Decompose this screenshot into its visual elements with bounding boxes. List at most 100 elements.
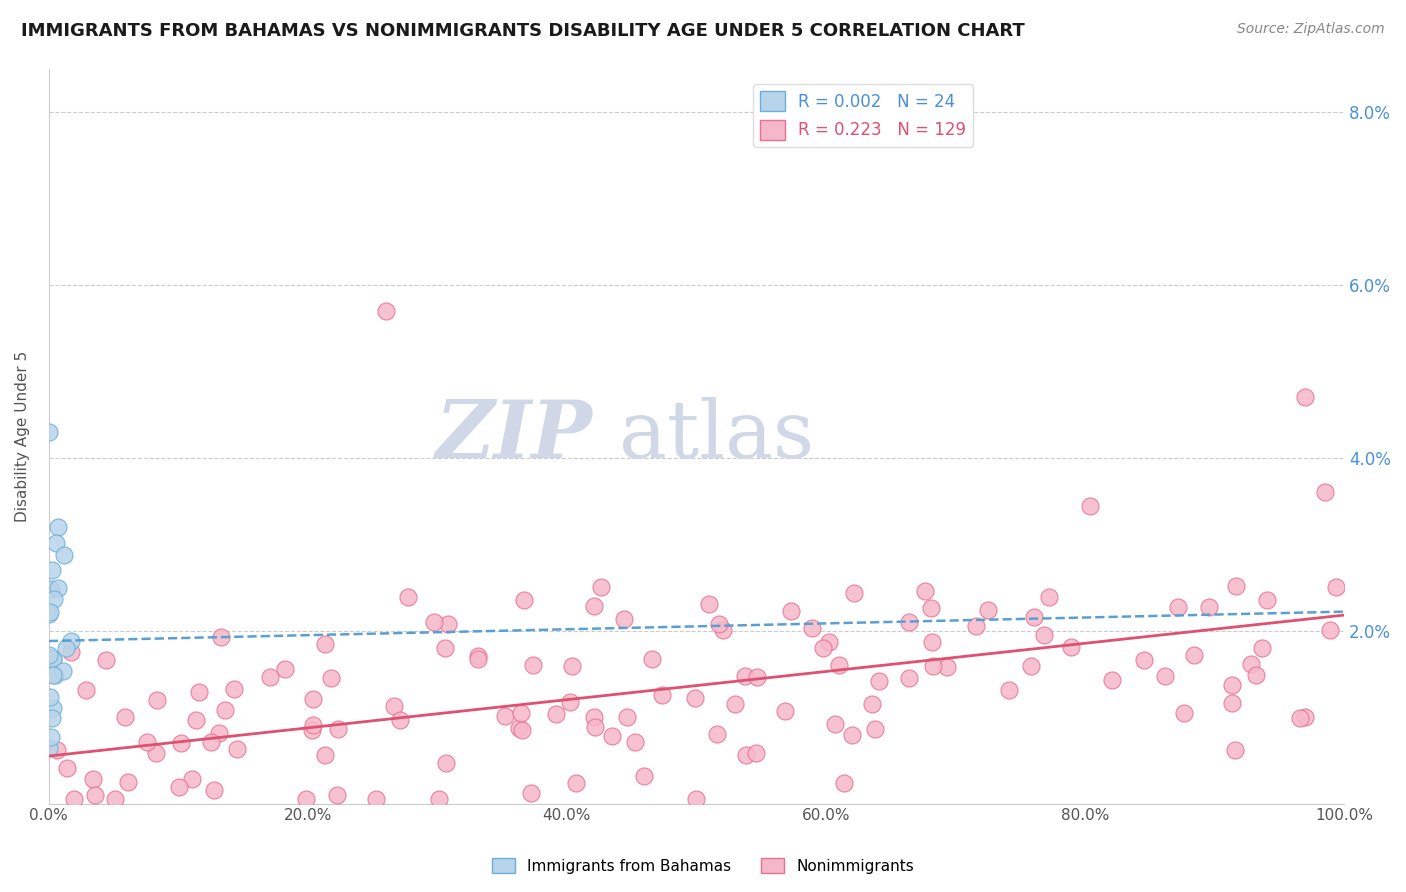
- Point: [59, 634, 82, 648]
- Point: [844, 586, 866, 600]
- Point: [295, 792, 318, 806]
- Point: [209, 631, 232, 645]
- Point: [41, 711, 63, 725]
- Point: [208, 725, 231, 739]
- Point: [1173, 706, 1195, 721]
- Point: [834, 776, 856, 790]
- Point: [382, 698, 405, 713]
- Point: [46, 582, 69, 596]
- Point: [914, 583, 936, 598]
- Point: [711, 623, 734, 637]
- Point: [773, 704, 796, 718]
- Point: [558, 695, 581, 709]
- Point: [640, 652, 662, 666]
- Point: [39, 605, 62, 619]
- Point: [1313, 485, 1336, 500]
- Point: [583, 720, 606, 734]
- Point: [467, 651, 489, 665]
- Point: [136, 735, 159, 749]
- Point: [42, 592, 65, 607]
- Point: [600, 729, 623, 743]
- Point: [145, 746, 167, 760]
- Point: [259, 670, 281, 684]
- Point: [42, 701, 65, 715]
- Point: [273, 662, 295, 676]
- Point: [1294, 710, 1316, 724]
- Point: [898, 615, 921, 630]
- Point: [39, 690, 62, 704]
- Point: [1223, 743, 1246, 757]
- Point: [997, 683, 1019, 698]
- Point: [1250, 640, 1272, 655]
- Point: [520, 786, 543, 800]
- Point: [38, 741, 60, 756]
- Point: [936, 660, 959, 674]
- Point: [436, 617, 458, 632]
- Point: [169, 736, 191, 750]
- Point: [200, 735, 222, 749]
- Point: [63, 792, 86, 806]
- Point: [1240, 657, 1263, 671]
- Point: [388, 713, 411, 727]
- Point: [510, 706, 533, 720]
- Point: [38, 425, 60, 439]
- Point: [396, 590, 419, 604]
- Point: [39, 582, 62, 597]
- Point: [56, 761, 79, 775]
- Point: [1289, 711, 1312, 725]
- Point: [1198, 600, 1220, 615]
- Point: [181, 772, 204, 787]
- Legend: Immigrants from Bahamas, Nonimmigrants: Immigrants from Bahamas, Nonimmigrants: [485, 852, 921, 880]
- Point: [869, 673, 891, 688]
- Point: [1022, 610, 1045, 624]
- Point: [301, 692, 323, 706]
- Point: [508, 722, 530, 736]
- Point: [225, 742, 247, 756]
- Legend: R = 0.002   N = 24, R = 0.223   N = 129: R = 0.002 N = 24, R = 0.223 N = 129: [754, 84, 973, 146]
- Point: [187, 684, 209, 698]
- Point: [1132, 653, 1154, 667]
- Point: [326, 789, 349, 803]
- Point: [824, 717, 846, 731]
- Point: [565, 775, 588, 789]
- Point: [321, 671, 343, 685]
- Point: [46, 520, 69, 534]
- Point: [1038, 590, 1060, 604]
- Point: [53, 549, 76, 563]
- Point: [117, 775, 139, 789]
- Point: [104, 792, 127, 806]
- Point: [706, 727, 728, 741]
- Point: [167, 780, 190, 795]
- Point: [423, 615, 446, 630]
- Point: [1222, 697, 1244, 711]
- Text: atlas: atlas: [619, 397, 814, 475]
- Point: [818, 634, 841, 648]
- Point: [83, 789, 105, 803]
- Point: [42, 652, 65, 666]
- Point: [42, 668, 65, 682]
- Point: [697, 597, 720, 611]
- Point: [45, 536, 67, 550]
- Point: [633, 769, 655, 783]
- Point: [1078, 500, 1101, 514]
- Point: [865, 723, 887, 737]
- Point: [38, 607, 60, 621]
- Point: [75, 683, 97, 698]
- Point: [184, 713, 207, 727]
- Point: [59, 645, 82, 659]
- Point: [1256, 593, 1278, 607]
- Point: [46, 742, 69, 756]
- Point: [724, 698, 747, 712]
- Text: ZIP: ZIP: [436, 397, 593, 475]
- Point: [920, 601, 942, 615]
- Point: [114, 710, 136, 724]
- Point: [1324, 580, 1347, 594]
- Point: [467, 648, 489, 663]
- Point: [813, 641, 835, 656]
- Point: [301, 723, 323, 737]
- Point: [544, 707, 567, 722]
- Point: [82, 772, 104, 786]
- Point: [613, 612, 636, 626]
- Point: [302, 718, 325, 732]
- Point: [780, 604, 803, 618]
